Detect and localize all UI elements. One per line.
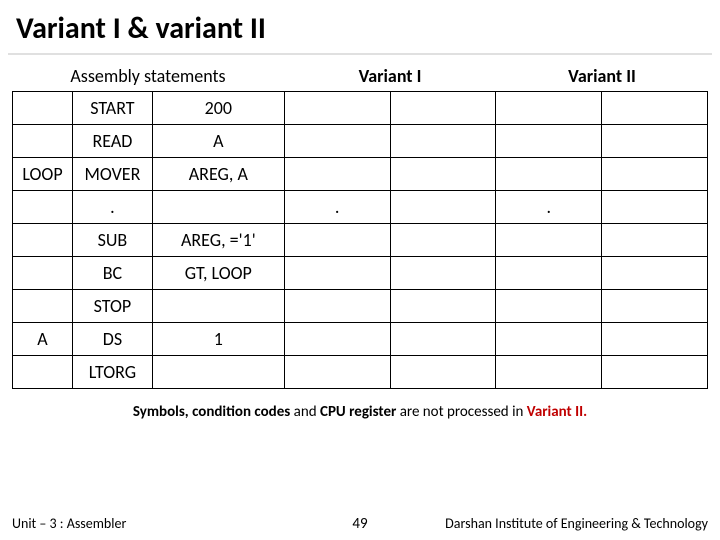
table-headers: Assembly statements Variant I Variant II xyxy=(12,65,708,87)
cell-v2a xyxy=(496,323,602,356)
note-plain2: are not processed in xyxy=(396,403,526,421)
cell-v1b xyxy=(390,158,496,191)
cell-v1b xyxy=(390,323,496,356)
cell-label xyxy=(13,191,73,224)
cell-instr: START xyxy=(72,92,152,125)
cell-v2a xyxy=(496,224,602,257)
note-red: Variant II. xyxy=(527,403,587,421)
cell-label xyxy=(13,257,73,290)
cell-v1a xyxy=(284,257,390,290)
cell-v2a xyxy=(496,356,602,389)
table-row: READ A xyxy=(13,125,708,158)
cell-instr: DS xyxy=(72,323,152,356)
cell-v1a xyxy=(284,125,390,158)
cell-v2a xyxy=(496,158,602,191)
cell-v2a xyxy=(496,125,602,158)
cell-v1a: . xyxy=(284,191,390,224)
note-text: Symbols, condition codes and CPU registe… xyxy=(12,403,708,421)
cell-v1a xyxy=(284,290,390,323)
header-variant1: Variant I xyxy=(284,65,496,87)
cell-v1b xyxy=(390,92,496,125)
table-row: . . . xyxy=(13,191,708,224)
cell-operand: GT, LOOP xyxy=(152,257,284,290)
cell-v2b xyxy=(602,224,708,257)
cell-v2a xyxy=(496,92,602,125)
cell-instr: STOP xyxy=(72,290,152,323)
cell-instr: . xyxy=(72,191,152,224)
cell-v2b xyxy=(602,125,708,158)
cell-operand: AREG, A xyxy=(152,158,284,191)
cell-v1a xyxy=(284,323,390,356)
cell-v1a xyxy=(284,356,390,389)
cell-v2b xyxy=(602,257,708,290)
page-title: Variant I & variant II xyxy=(0,0,720,53)
footer: Unit – 3 : Assembler 49 Darshan Institut… xyxy=(0,515,720,532)
cell-v1a xyxy=(284,224,390,257)
cell-label: A xyxy=(13,323,73,356)
cell-v2b xyxy=(602,323,708,356)
note-plain1: and xyxy=(290,403,320,421)
note-bold1: Symbols, condition codes xyxy=(133,403,290,421)
table-container: Assembly statements Variant I Variant II… xyxy=(0,65,720,421)
cell-v1b xyxy=(390,356,496,389)
footer-page: 49 xyxy=(352,515,367,533)
assembly-table: START 200 READ A LOOP MOVER AREG, A xyxy=(12,91,708,389)
cell-operand: 200 xyxy=(152,92,284,125)
cell-label xyxy=(13,290,73,323)
cell-label xyxy=(13,224,73,257)
table-row: START 200 xyxy=(13,92,708,125)
cell-v1a xyxy=(284,92,390,125)
cell-v1b xyxy=(390,224,496,257)
title-divider xyxy=(8,53,712,55)
table-row: LTORG xyxy=(13,356,708,389)
cell-v1b xyxy=(390,125,496,158)
header-assembly: Assembly statements xyxy=(12,65,284,87)
cell-v2b xyxy=(602,290,708,323)
cell-v2a: . xyxy=(496,191,602,224)
header-variant2: Variant II xyxy=(496,65,708,87)
cell-v1a xyxy=(284,158,390,191)
cell-v2a xyxy=(496,257,602,290)
cell-label xyxy=(13,125,73,158)
cell-label: LOOP xyxy=(13,158,73,191)
table-row: BC GT, LOOP xyxy=(13,257,708,290)
cell-operand: A xyxy=(152,125,284,158)
note-bold2: CPU register xyxy=(320,403,396,421)
cell-operand: 1 xyxy=(152,323,284,356)
cell-v2b xyxy=(602,92,708,125)
cell-instr: LTORG xyxy=(72,356,152,389)
cell-operand xyxy=(152,191,284,224)
footer-page-wrap: 49 xyxy=(0,515,720,533)
cell-v1b xyxy=(390,191,496,224)
cell-v1b xyxy=(390,290,496,323)
cell-instr: SUB xyxy=(72,224,152,257)
cell-instr: BC xyxy=(72,257,152,290)
table-row: STOP xyxy=(13,290,708,323)
cell-v1b xyxy=(390,257,496,290)
cell-v2a xyxy=(496,290,602,323)
cell-operand: AREG, ='1' xyxy=(152,224,284,257)
cell-instr: MOVER xyxy=(72,158,152,191)
cell-label xyxy=(13,356,73,389)
cell-instr: READ xyxy=(72,125,152,158)
cell-v2b xyxy=(602,191,708,224)
table-row: A DS 1 xyxy=(13,323,708,356)
table-row: LOOP MOVER AREG, A xyxy=(13,158,708,191)
cell-operand xyxy=(152,356,284,389)
cell-label xyxy=(13,92,73,125)
table-row: SUB AREG, ='1' xyxy=(13,224,708,257)
cell-v2b xyxy=(602,158,708,191)
cell-v2b xyxy=(602,356,708,389)
cell-operand xyxy=(152,290,284,323)
